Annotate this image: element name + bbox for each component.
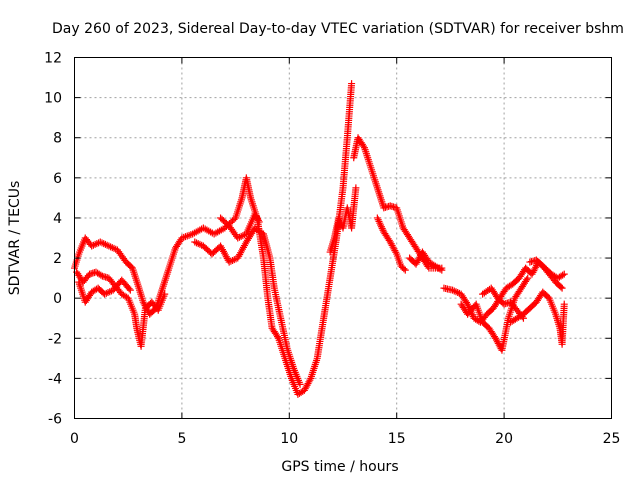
y-tick-label: -6 [48, 412, 62, 428]
x-tick-label: 10 [280, 431, 298, 447]
data-point [101, 290, 109, 298]
data-point [400, 265, 408, 273]
data-point [254, 216, 262, 224]
x-tick-label: 15 [388, 431, 406, 447]
data-point [102, 289, 110, 297]
plot-frame [74, 57, 612, 419]
data-point [253, 213, 261, 221]
axis-ticks [74, 57, 612, 419]
x-tick-label: 25 [603, 431, 621, 447]
y-tick-label: 0 [53, 291, 62, 307]
x-axis-label: GPS time / hours [281, 459, 398, 475]
data-point [401, 266, 409, 274]
data-point [88, 242, 96, 250]
data-point [452, 288, 460, 296]
series-track-b [350, 134, 446, 272]
series-track-i [406, 248, 446, 274]
y-tick-label: 4 [53, 211, 62, 227]
data-point [251, 210, 259, 218]
series-track-h [373, 214, 409, 274]
data-point [107, 243, 115, 251]
data-point [105, 242, 113, 250]
data-point [227, 257, 235, 265]
data-point [450, 287, 458, 295]
y-tick-label: -4 [48, 371, 62, 387]
data-point [110, 244, 118, 252]
series-track-e [191, 224, 304, 388]
data-point [559, 271, 567, 279]
y-tick-label: -2 [48, 331, 62, 347]
data-point [104, 289, 112, 297]
data-point [126, 286, 134, 294]
data-point [108, 244, 116, 252]
x-tick-label: 0 [70, 431, 79, 447]
data-point [89, 241, 97, 249]
data-point [230, 256, 238, 264]
data-point [306, 376, 314, 384]
data-point [438, 266, 446, 274]
y-tick-label: 8 [53, 131, 62, 147]
data-point [436, 265, 444, 273]
data-point [454, 289, 462, 297]
data-point [193, 239, 201, 247]
data-point [273, 333, 281, 341]
y-tick-label: 10 [44, 91, 62, 107]
x-tick-label: 20 [495, 431, 513, 447]
axis-tick-labels: 0 5 10 15 20 25 -6 -4 -2 0 2 4 6 8 10 12 [44, 51, 620, 448]
data-point [225, 258, 233, 266]
series-track-a [71, 80, 356, 398]
y-tick-label: 12 [44, 51, 62, 67]
data-point [449, 286, 457, 294]
data-point [191, 238, 199, 246]
data-marks [71, 80, 568, 398]
y-tick-label: 6 [53, 171, 62, 187]
x-tick-label: 5 [177, 431, 186, 447]
data-point [239, 232, 247, 240]
data-point [524, 274, 532, 282]
series-track-c [73, 268, 169, 350]
series-track-l [479, 284, 527, 322]
series-track-k [457, 274, 532, 354]
data-point [392, 248, 400, 256]
data-point [101, 240, 109, 248]
data-point [557, 283, 565, 291]
data-point [252, 212, 260, 220]
data-point [237, 232, 245, 240]
data-point [359, 142, 367, 150]
data-point [96, 238, 104, 246]
data-point [348, 80, 356, 88]
data-point [296, 380, 304, 388]
series-track-f [217, 210, 263, 242]
grid [74, 57, 612, 419]
data-point [235, 233, 243, 241]
data-point [97, 271, 105, 279]
data-point [352, 184, 360, 192]
chart-title: Day 260 of 2023, Sidereal Day-to-day VTE… [52, 21, 624, 37]
data-point [103, 241, 111, 249]
data-point [125, 285, 133, 293]
data-point [560, 270, 568, 278]
data-point [255, 218, 263, 226]
y-tick-label: 2 [53, 251, 62, 267]
data-point [161, 290, 169, 298]
data-point [234, 234, 242, 242]
data-point [558, 284, 566, 292]
series-track-n [526, 256, 566, 292]
data-point [100, 240, 108, 248]
series-track-g [326, 184, 360, 256]
y-axis-label: SDTVAR / TECUs [7, 181, 23, 296]
data-point [523, 276, 531, 284]
data-point [98, 239, 106, 247]
data-point [194, 240, 202, 248]
data-point [254, 215, 262, 223]
data-point [91, 240, 99, 248]
data-point [93, 240, 101, 248]
series-track-m [507, 288, 568, 348]
data-point [196, 240, 204, 248]
data-point [560, 300, 568, 308]
data-point [106, 288, 114, 296]
data-point [229, 256, 237, 264]
series-track-d [75, 276, 134, 306]
